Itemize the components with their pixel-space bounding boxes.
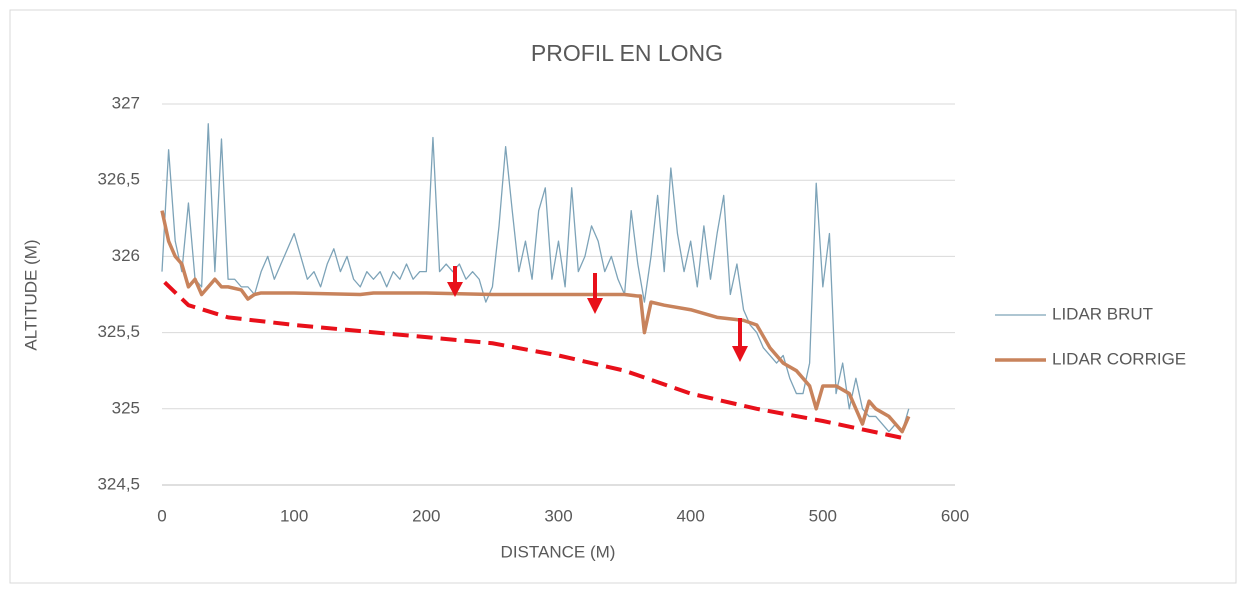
series-line [161,123,910,433]
y-tick-label: 325,5 [97,322,140,341]
y-tick-label: 324,5 [97,474,140,493]
x-tick-label: 300 [544,506,572,525]
chart-frame [9,9,1237,584]
x-tick-label: 600 [941,506,969,525]
arrow-head [587,298,603,314]
y-axis-label: ALTITUDE (M) [21,239,40,350]
legend-label: LIDAR CORRIGE [1052,349,1186,368]
plot-area: 324,5 325 325,5 326 326,5 327 0 100 200 300 400 500… [97,93,969,525]
x-tick-label: 400 [676,506,704,525]
annotation-arrows [447,266,748,362]
series-line [160,210,911,434]
legend-label: LIDAR BRUT [1052,304,1153,323]
series-line [163,280,910,442]
y-tick-label: 326,5 [97,170,140,189]
y-tick-label: 327 [112,93,140,112]
arrow-head [732,346,748,362]
x-tick-label: 100 [280,506,308,525]
x-tick-label: 500 [809,506,837,525]
x-axis-label: DISTANCE (M) [501,542,616,561]
y-tick-label: 326 [112,246,140,265]
y-tick-label: 325 [112,398,140,417]
chart-title: PROFIL EN LONG [531,40,723,66]
x-tick-label: 200 [412,506,440,525]
x-tick-label: 0 [157,506,166,525]
arrow-head [447,282,463,297]
